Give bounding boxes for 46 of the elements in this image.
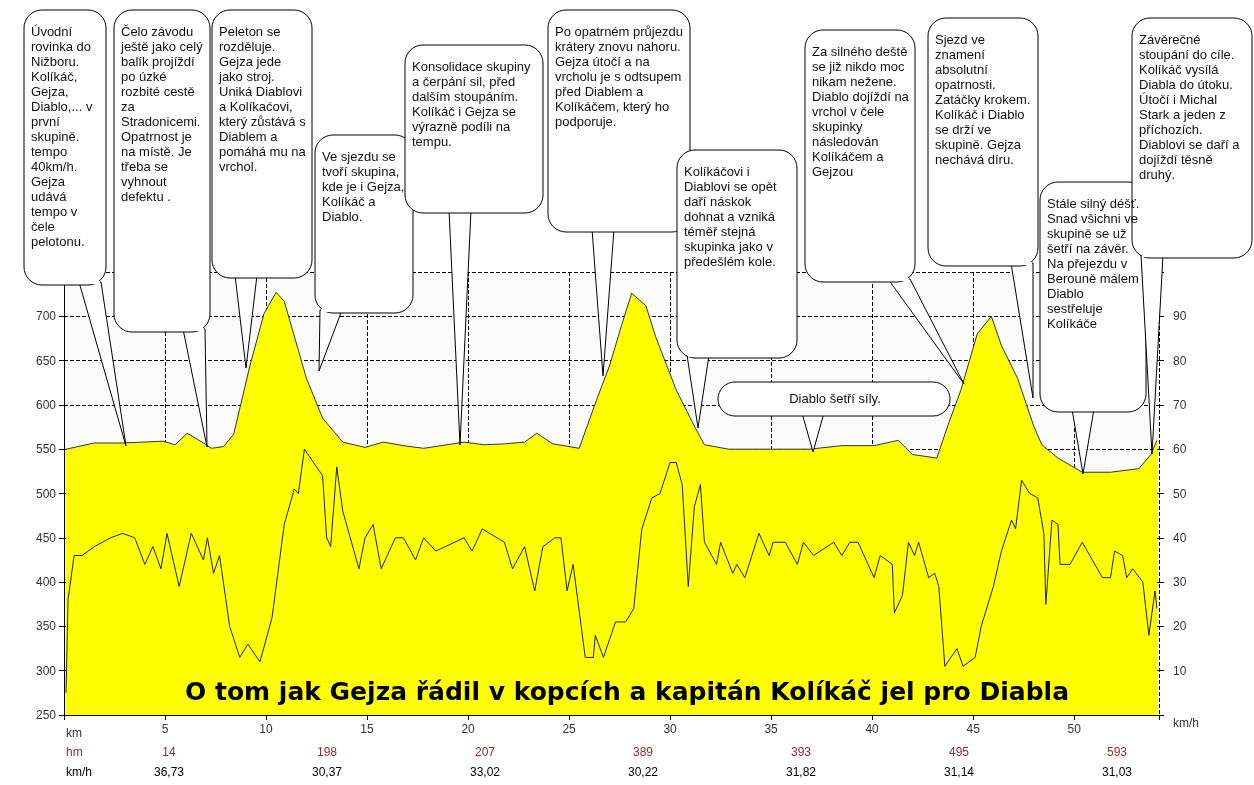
text: Peleton se rozděluje. Gejza jede jako stroj. Uniká Diablovi a Kolíkaćovi, který zůstává s Diablem a pomáhá mu na vrchol.	[219, 24, 306, 174]
text: Za silného deště se již nikdo moc nikam nežene. Diablo dojíždí na vrchol v čele skupinky následován Kolíkáčem a Gejzou	[812, 44, 909, 179]
x-tick-label: 10	[259, 722, 274, 736]
y-tick-label: 550	[35, 442, 57, 457]
text: Stále silný déšť. Snad všichni ve skupině se už šetří na závěr. Na přejezdu v Berouně málem Diablo sestřeluje Kolíkáče	[1047, 196, 1140, 331]
y-tick-label: 300	[35, 663, 57, 678]
y2-axis-title: km/h	[1173, 716, 1200, 730]
y-tick-label: 400	[35, 575, 57, 590]
text: O tom jak Gejza řádil v kopcích a kapitán Kolíkáč jel pro Diabla	[185, 677, 1069, 706]
text: hm 14 198 207 389 393 495 593	[66, 745, 1128, 759]
y2-tick-label: 70	[1173, 397, 1187, 412]
text: Po opatrném průjezdu krátery znovu nahoru. Gejza útočí a na vrcholu je s odtsupem před Diablem a Kolíkáčem, který ho podporuje.	[555, 24, 684, 129]
text: Kolíkáčovi i Diablovi se opět daří náskok dohnat a vzniká téměř stejná skupinka jako v předešlém kole.	[684, 164, 778, 269]
x-tick-label: 20	[461, 722, 476, 736]
y-tick-label: 450	[35, 530, 57, 545]
x-tick-label: 40	[865, 722, 880, 736]
x-tick-label: 25	[562, 722, 577, 736]
y-tick-label: 600	[35, 397, 57, 412]
x-tick-label: 15	[360, 722, 375, 736]
y-tick-label: 250	[35, 708, 57, 722]
x-tick-label: 35	[764, 722, 779, 736]
x-axis-title: km	[66, 726, 82, 740]
x-tick-label: 50	[1067, 722, 1082, 736]
x-tick-label: 5	[161, 722, 169, 736]
y2-tick-label: 80	[1173, 353, 1187, 368]
text: Konsolidace skupiny a čerpání sil, před dalším stoupáním. Kolíkáč i Gejza se výrazně podíli na tempu.	[412, 59, 532, 149]
text: Čelo závodu ještě jako celý balík projíždí po úzké rozbité cestě za Stradonicemi. Opatrnost je na místě. Je třeba se vyhnout defektu .	[121, 24, 203, 204]
y-tick-label: 350	[35, 619, 57, 634]
x-tick-label: 45	[966, 722, 981, 736]
y2-tick-label: 40	[1173, 530, 1187, 545]
y2-tick-label: 60	[1173, 442, 1187, 457]
y-tick-label: 650	[35, 353, 57, 368]
x-tick-label: 30	[663, 722, 678, 736]
y2-tick-label: 10	[1173, 663, 1187, 678]
y2-tick-label: 50	[1173, 486, 1187, 501]
y-tick-label: 700	[35, 309, 57, 324]
text: Sjezd ve znamení absolutní opatrnosti. Zatáčky krokem. Kolíkáč i Diablo se drží ve skupině. Gejza nechává díru.	[935, 32, 1031, 167]
text: km/h 36,73 30,37 33,02 30,22 31,82 31,14 31,03	[66, 765, 1133, 779]
annotation: Diablo šetří síly.	[788, 391, 882, 406]
text: Úvodní rovinka do Nižboru. Kolíkáč, Gejza, Diablo,... v první skupině. tempo 40km/h. Gejza udává tempo v čele pelotonu.	[31, 24, 93, 249]
y-tick-label: 500	[35, 486, 57, 501]
y2-tick-label: 30	[1173, 575, 1187, 590]
text: Závěrečné stoupání do cíle. Kolíkáč vysílá Diabla do útoku. Útočí i Michal Stark a jeden z příchozích. Diablovi se daří a dojíždí těsně druhý.	[1139, 32, 1240, 182]
y2-tick-label: 90	[1173, 309, 1187, 324]
y2-tick-label: 20	[1173, 619, 1187, 634]
text: Ve sjezdu se tvoří skupina, kde je i Gejza, Kolíkáč a Diablo.	[322, 149, 406, 224]
